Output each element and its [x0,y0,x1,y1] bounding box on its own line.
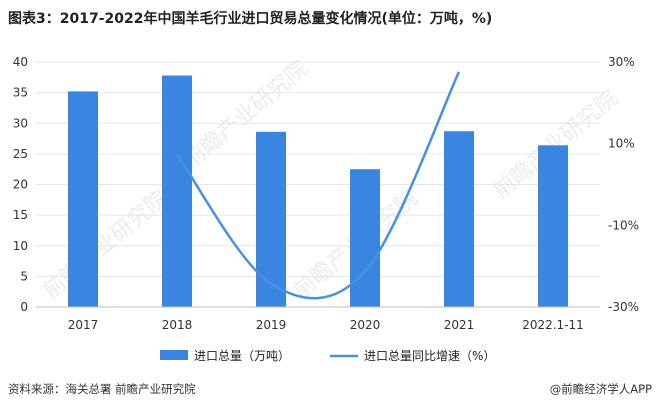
y-left-tick-label: 40 [13,55,28,69]
watermark-layer: 前瞻产业研究院前瞻产业研究院前瞻产业研究院前瞻产业研究院 [39,56,623,304]
x-tick-label: 2022.1-11 [522,318,584,332]
credit-note: @前瞻经济学人APP [549,382,652,396]
bar [162,75,192,307]
y-left-tick-label: 20 [13,178,28,192]
x-tick-label: 2020 [350,318,381,332]
y-left-tick-label: 15 [13,208,28,222]
bar [350,169,380,307]
x-tick-label: 2021 [444,318,475,332]
y-right-tick-label: -10% [608,218,639,232]
x-tick-label: 2017 [68,318,99,332]
bar [444,131,474,307]
watermark-text: 前瞻产业研究院 [179,56,313,174]
y-right-tick-label: -30% [608,300,639,314]
legend-label-bar: 进口总量（万吨） [194,349,290,363]
line-series [175,71,461,300]
x-tick-label: 2019 [256,318,287,332]
bar [68,91,98,308]
watermark-text: 前瞻产业研究院 [39,186,173,304]
y-left-tick-label: 0 [20,300,28,314]
x-tick-label: 2018 [162,318,193,332]
legend-swatch-bar [160,350,188,360]
growth-line [175,71,461,300]
legend-label-line: 进口总量同比增速（%） [364,349,495,363]
y-left-tick-label: 5 [20,269,28,283]
axes: 0 5 10 15 20 25 30 35 40 -30% -10% 10% 30% 2017 2018 20… [13,55,639,332]
y-right-tick-label: 30% [608,55,635,69]
bar-series [68,75,568,308]
y-left-tick-label: 35 [13,86,28,100]
gridlines [36,61,600,308]
y-left-tick-label: 10 [13,239,28,253]
legend: 进口总量（万吨） 进口总量同比增速（%） [160,349,495,363]
y-left-tick-label: 25 [13,147,28,161]
bar [538,145,568,307]
y-right-tick-label: 10% [608,137,635,151]
chart-title: 图表3：2017-2022年中国羊毛行业进口贸易总量变化情况(单位：万吨，%) [8,11,493,27]
bar [256,131,286,307]
source-note: 资料来源：海关总署 前瞻产业研究院 [8,382,196,396]
y-left-tick-label: 30 [13,116,28,130]
